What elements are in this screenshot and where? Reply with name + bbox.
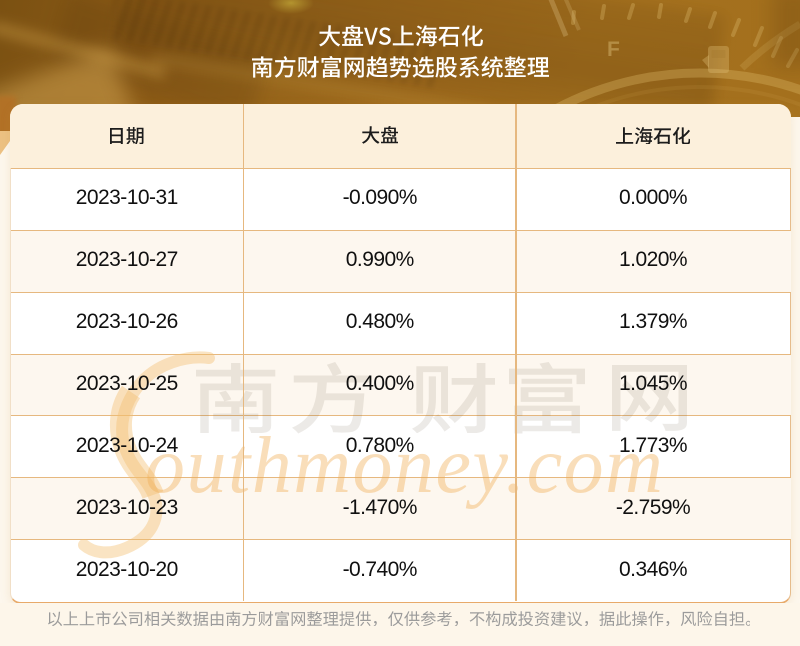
svg-text:F: F — [607, 38, 620, 61]
